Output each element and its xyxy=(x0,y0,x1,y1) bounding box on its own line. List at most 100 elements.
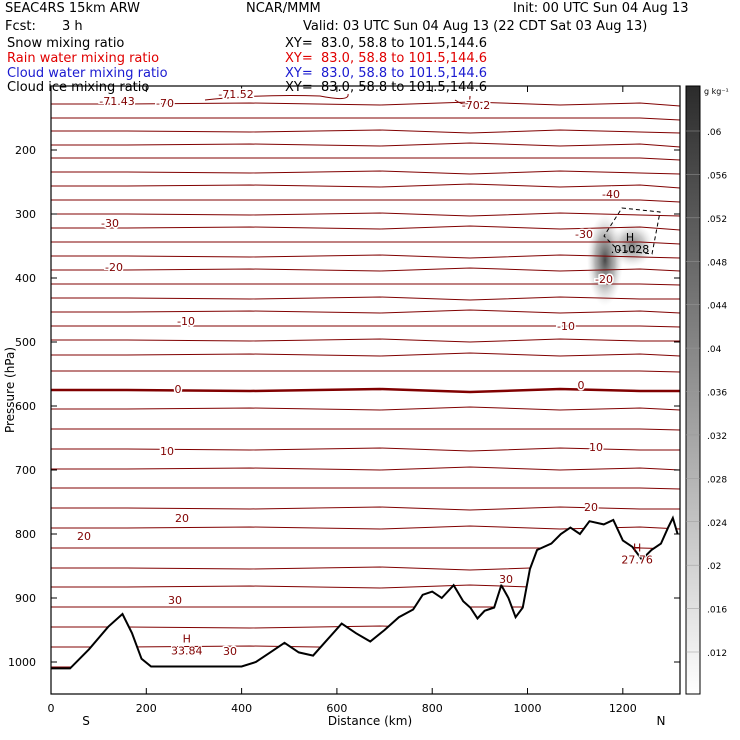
contour-label: 20 xyxy=(77,530,91,543)
x-tick-label: 0 xyxy=(48,702,55,715)
field-rain-xy: XY= 83.0, 58.8 to 101.5,144.6 xyxy=(285,51,488,66)
contour-label: -70 xyxy=(156,97,174,110)
contour-label: -40 xyxy=(602,188,620,201)
temperature-contour-line xyxy=(51,352,681,357)
colorbar-tick-label: .016 xyxy=(707,606,727,616)
temperature-contour-line xyxy=(51,428,681,431)
x-axis-label: Distance (km) xyxy=(328,714,412,728)
cloud-ice-shading-upper xyxy=(610,223,654,267)
y-tick-label: 500 xyxy=(15,336,36,349)
temperature-contour-line xyxy=(51,212,681,217)
plot-frame xyxy=(50,85,681,695)
contour-label: 30 xyxy=(168,594,182,607)
colorbar-tick-label: .04 xyxy=(707,345,722,355)
y-axis-label: Pressure (hPa) xyxy=(3,347,17,433)
contour-label: 0 xyxy=(578,379,585,392)
temperature-contour-line xyxy=(51,183,681,189)
colorbar-tick-label: .052 xyxy=(707,215,727,225)
field-cloud-water-xy: XY= 83.0, 58.8 to 101.5,144.6 xyxy=(285,66,488,81)
init-time: Init: 00 UTC Sun 04 Aug 13 xyxy=(513,1,689,16)
temperature-contour-line xyxy=(51,170,681,175)
contour-label: -70.2 xyxy=(462,99,490,112)
x-tick-label: 600 xyxy=(326,702,347,715)
contour-label: -10 xyxy=(557,320,575,333)
x-tick-label: 1200 xyxy=(609,702,637,715)
contour-label: -30 xyxy=(575,228,593,241)
extremum-value: 27.76 xyxy=(621,554,653,567)
x-tick-label: 800 xyxy=(422,702,443,715)
temperature-contour-line xyxy=(51,370,681,373)
y-tick-label: 700 xyxy=(15,464,36,477)
temperature-contour-line xyxy=(51,338,680,343)
x-tick-label: 200 xyxy=(136,702,157,715)
x-endpoint-left: S xyxy=(82,714,90,728)
temperature-contour-line xyxy=(51,447,680,452)
temperature-contour-line xyxy=(51,309,681,314)
organization-label: NCAR/MMM xyxy=(246,1,321,16)
colorbar-tick-label: .024 xyxy=(707,519,727,529)
contour-label: -20 xyxy=(595,273,613,286)
temperature-contour-line xyxy=(51,101,681,107)
field-cloud-ice-xy: XY= 83.0, 58.8 to 101.5,144.6 xyxy=(285,80,488,95)
temperature-contour-line xyxy=(204,93,349,101)
x-tick-label: 400 xyxy=(231,702,252,715)
colorbar xyxy=(685,85,701,695)
field-cloud-ice-name: Cloud ice mixing ratio xyxy=(7,80,150,95)
x-tick-label: 1000 xyxy=(514,702,542,715)
temperature-contour-line xyxy=(51,406,681,411)
contour-label: -71.52 xyxy=(218,88,253,101)
y-tick-label: 800 xyxy=(15,528,36,541)
contour-label: -10 xyxy=(177,315,195,328)
temperature-contour-line xyxy=(454,95,471,105)
y-tick-label: 600 xyxy=(15,400,36,413)
field-rain-name: Rain water mixing ratio xyxy=(7,51,160,66)
temperature-contour-line xyxy=(51,487,681,490)
colorbar-tick-label: .06 xyxy=(707,128,722,138)
temperature-contour-line xyxy=(51,296,680,301)
field-cloud-water-name: Cloud water mixing ratio xyxy=(7,66,168,81)
colorbar-tick-label: .02 xyxy=(707,562,721,572)
y-tick-label: 1000 xyxy=(8,656,36,669)
y-tick-label: 200 xyxy=(15,144,36,157)
contour-label: 20 xyxy=(584,501,598,514)
y-tick-label: 400 xyxy=(15,272,36,285)
temperature-contour-line xyxy=(51,267,681,272)
y-tick-label: 900 xyxy=(15,592,36,605)
temperature-contour-line xyxy=(51,117,681,121)
contour-label: 10 xyxy=(589,441,603,454)
colorbar-tick-label: .044 xyxy=(707,302,727,312)
colorbar-tick-label: .048 xyxy=(707,258,727,268)
forecast-value: 3 h xyxy=(62,19,83,34)
contour-label: 0 xyxy=(175,383,182,396)
x-endpoint-right: N xyxy=(657,714,666,728)
temperature-contour-line xyxy=(51,325,681,328)
temperature-contour-line xyxy=(51,129,681,134)
field-snow-xy: XY= 83.0, 58.8 to 101.5,144.6 xyxy=(285,36,488,51)
contour-label: 10 xyxy=(160,445,174,458)
temperature-contour-line xyxy=(51,241,681,245)
temperature-contour-line xyxy=(51,387,680,394)
terrain-profile xyxy=(51,515,679,670)
extremum-marker: H xyxy=(183,632,191,645)
model-title: SEAC4RS 15km ARW xyxy=(5,1,141,16)
colorbar-unit: g kg⁻¹ xyxy=(704,87,729,96)
terrain-mask xyxy=(51,518,680,694)
colorbar-tick-label: .036 xyxy=(707,389,727,399)
extremum-marker: H xyxy=(626,231,634,244)
temperature-contour-line xyxy=(51,157,681,161)
temperature-contour-line xyxy=(51,525,681,530)
contour-label: -30 xyxy=(101,217,119,230)
field-snow-name: Snow mixing ratio xyxy=(7,36,125,51)
temperature-contour-line xyxy=(51,199,681,203)
valid-time: Valid: 03 UTC Sun 04 Aug 13 (22 CDT Sat … xyxy=(303,19,648,34)
extremum-value: .01028 xyxy=(611,243,650,256)
contour-label: -20 xyxy=(105,261,123,274)
colorbar-tick-label: .028 xyxy=(707,475,727,485)
temperature-contour-line xyxy=(51,254,681,259)
contour-label: -71.43 xyxy=(99,95,134,108)
contour-label: 30 xyxy=(499,573,513,586)
colorbar-tick-label: .032 xyxy=(707,432,727,442)
contour-label: 30 xyxy=(223,645,237,658)
cloud-ice-contour xyxy=(603,207,661,255)
